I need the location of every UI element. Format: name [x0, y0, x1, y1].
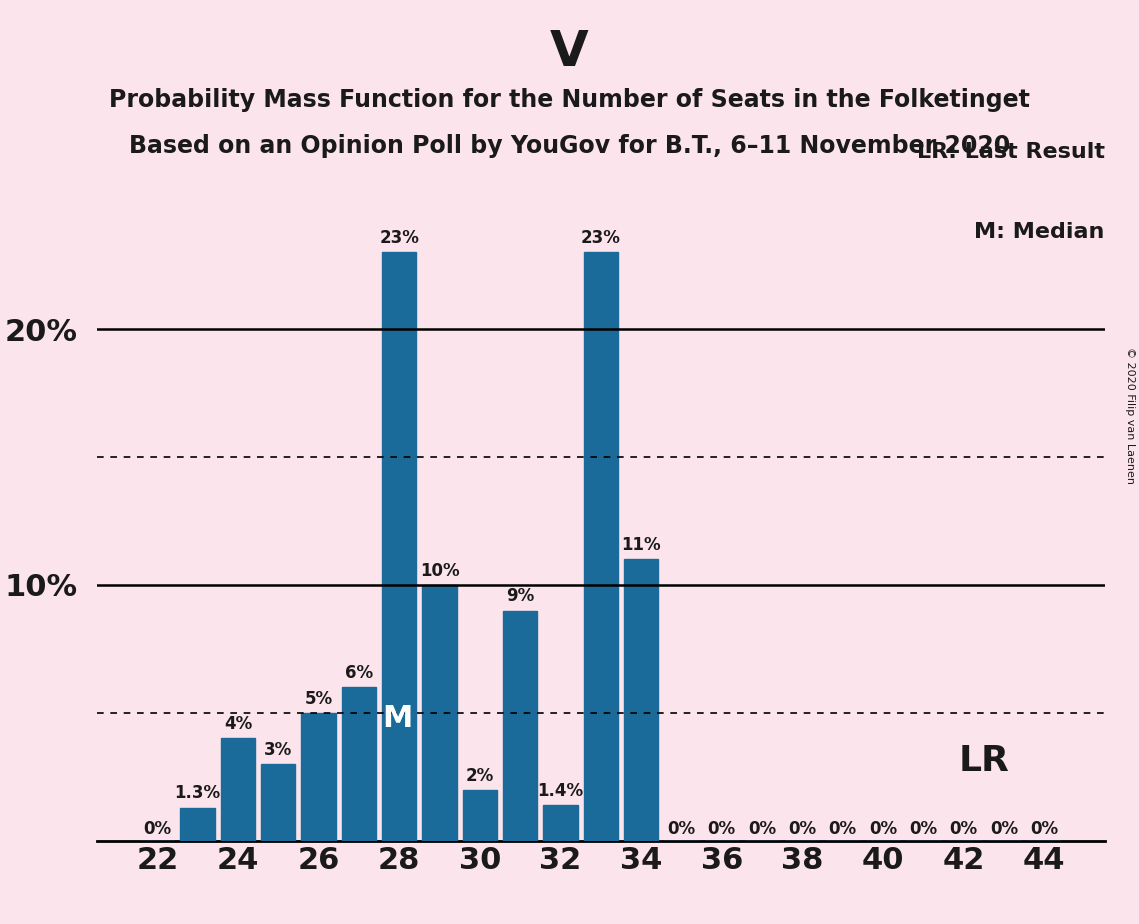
Text: 0%: 0%: [788, 821, 817, 838]
Text: 1.3%: 1.3%: [174, 784, 221, 802]
Text: 0%: 0%: [950, 821, 977, 838]
Text: 11%: 11%: [622, 536, 661, 554]
Bar: [624, 559, 658, 841]
Text: Based on an Opinion Poll by YouGov for B.T., 6–11 November 2020: Based on an Opinion Poll by YouGov for B…: [129, 134, 1010, 158]
Text: 0%: 0%: [1031, 821, 1058, 838]
Bar: [462, 790, 497, 841]
Text: 3%: 3%: [264, 741, 293, 759]
Text: 0%: 0%: [909, 821, 937, 838]
Text: 0%: 0%: [869, 821, 898, 838]
Text: 0%: 0%: [990, 821, 1018, 838]
Text: 23%: 23%: [581, 229, 621, 248]
Text: 23%: 23%: [379, 229, 419, 248]
Bar: [302, 713, 336, 841]
Bar: [583, 252, 618, 841]
Bar: [503, 611, 538, 841]
Text: 0%: 0%: [707, 821, 736, 838]
Text: LR: LR: [958, 744, 1009, 778]
Text: LR: Last Result: LR: Last Result: [917, 142, 1105, 163]
Text: 0%: 0%: [667, 821, 696, 838]
Bar: [180, 808, 215, 841]
Text: 1.4%: 1.4%: [538, 782, 583, 800]
Bar: [382, 252, 417, 841]
Text: © 2020 Filip van Laenen: © 2020 Filip van Laenen: [1125, 347, 1134, 484]
Text: M: Median: M: Median: [975, 222, 1105, 242]
Bar: [261, 764, 295, 841]
Text: 0%: 0%: [144, 821, 171, 838]
Text: 0%: 0%: [829, 821, 857, 838]
Bar: [423, 585, 457, 841]
Text: 0%: 0%: [748, 821, 776, 838]
Text: 6%: 6%: [345, 664, 372, 682]
Text: M: M: [382, 703, 412, 733]
Text: 10%: 10%: [420, 562, 459, 580]
Bar: [342, 687, 376, 841]
Bar: [221, 738, 255, 841]
Text: 2%: 2%: [466, 767, 494, 784]
Text: 5%: 5%: [304, 690, 333, 708]
Text: Probability Mass Function for the Number of Seats in the Folketinget: Probability Mass Function for the Number…: [109, 88, 1030, 112]
Text: V: V: [550, 28, 589, 76]
Text: 9%: 9%: [506, 588, 534, 605]
Text: 4%: 4%: [223, 715, 252, 734]
Bar: [543, 805, 577, 841]
